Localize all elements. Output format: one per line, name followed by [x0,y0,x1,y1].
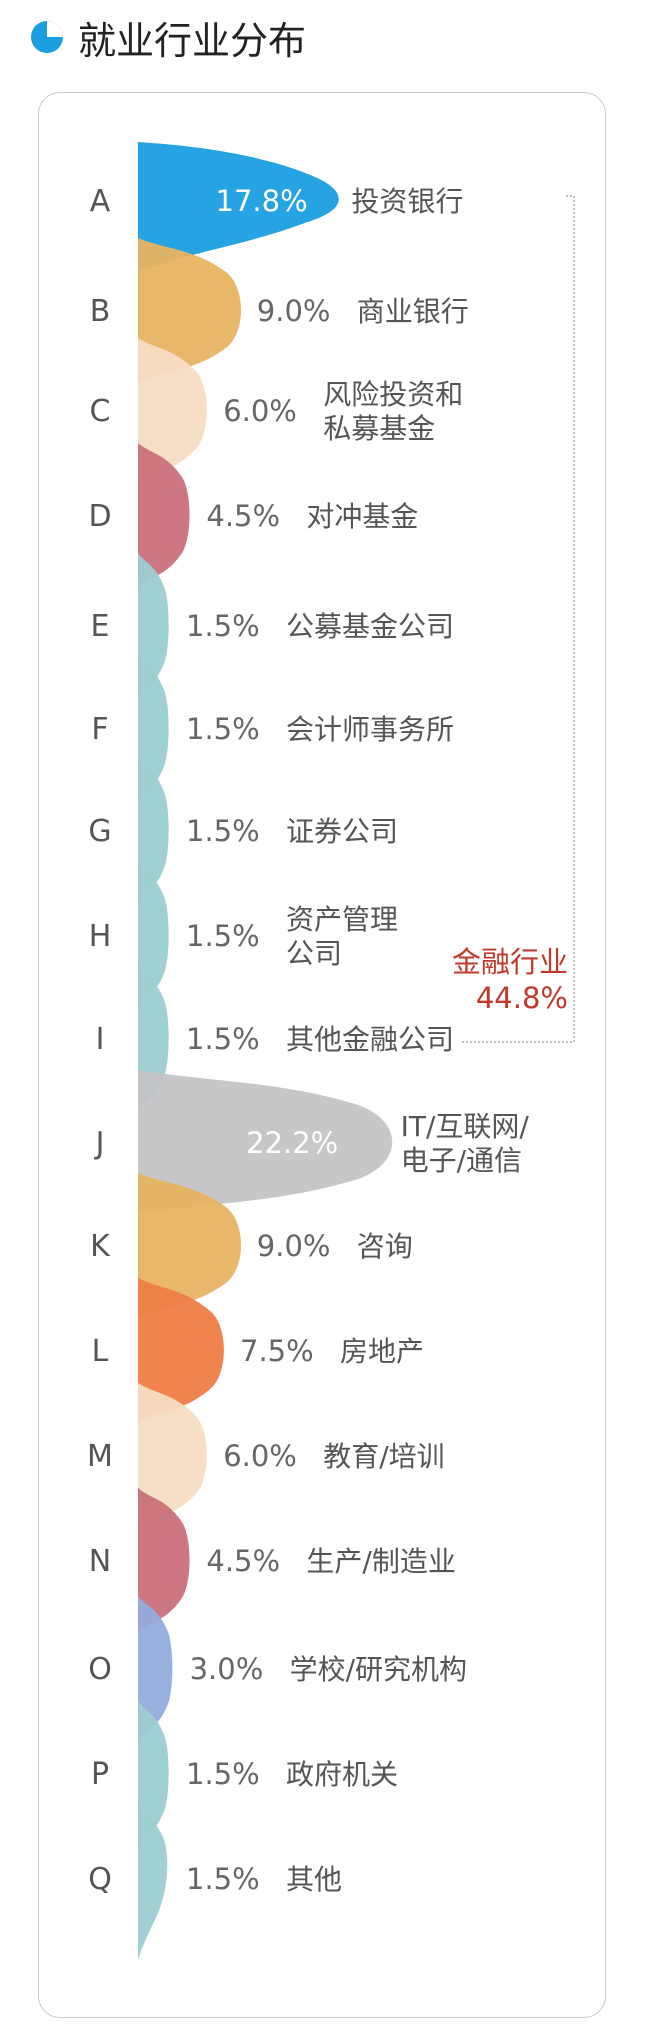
bump-q [138,1806,168,1961]
category-name-k: 咨询 [357,1230,413,1263]
category-name-g: 证券公司 [286,815,398,848]
value-label-f: 1.5% [186,712,260,746]
bump-d [138,443,190,587]
category-name-i: 其他金融公司 [286,1023,454,1056]
row-letter-i: I [96,1022,105,1057]
value-label-l: 7.5% [240,1334,314,1368]
row-letter-e: E [91,609,110,644]
category-name-h: 资产管理 [286,903,398,936]
category-name-j: IT/互联网/ [401,1110,530,1143]
bump-k [138,1173,242,1317]
value-label-m: 6.0% [223,1439,297,1473]
row-letter-g: G [88,814,111,849]
bump-b [138,238,242,382]
row-letter-c: C [90,394,111,429]
bump-m [138,1383,207,1527]
value-label-h: 1.5% [186,919,260,953]
chart-panel [38,92,606,2018]
value-label-a: 17.8% [216,184,308,218]
row-letter-j: J [94,1126,105,1161]
value-label-j: 22.2% [246,1126,338,1160]
group-label: 金融行业 [452,945,568,979]
row-letter-b: B [90,294,111,329]
bump-n [138,1488,190,1632]
value-label-p: 1.5% [186,1757,260,1791]
row-letter-a: A [90,184,111,219]
row-letter-h: H [89,919,112,954]
row-letter-l: L [92,1334,109,1369]
category-name-d: 对冲基金 [306,500,418,533]
value-label-e: 1.5% [186,609,260,643]
pie-chart-icon [31,21,63,53]
bump-h [138,863,169,1007]
bump-a [138,142,339,272]
row-letter-n: N [89,1544,111,1579]
category-name-a: 投资银行 [351,185,463,218]
bump-c [138,338,207,482]
row-letter-d: D [88,499,111,534]
category-name-b: 商业银行 [357,295,469,328]
value-label-o: 3.0% [190,1652,264,1686]
value-label-i: 1.5% [186,1022,260,1056]
row-letter-o: O [88,1652,112,1687]
bump-e [138,553,169,697]
category-name-e: 公募基金公司 [286,610,454,643]
category-name-c: 风险投资和 [323,378,463,411]
category-name-n: 生产/制造业 [306,1545,455,1578]
value-label-q: 1.5% [186,1862,260,1896]
header: 就业行业分布 [30,12,307,63]
bump-g [138,758,169,902]
group-value: 44.8% [476,981,568,1015]
bumps-layer [138,142,393,1961]
category-name-m: 教育/培训 [323,1440,444,1473]
value-label-c: 6.0% [223,394,297,428]
row-letter-k: K [90,1229,111,1264]
category-name-f: 会计师事务所 [286,713,454,746]
value-label-k: 9.0% [257,1229,331,1263]
bump-j [138,1070,393,1214]
category-name-q: 其他 [286,1863,342,1896]
value-label-g: 1.5% [186,814,260,848]
page-title: 就业行业分布 [78,18,307,63]
finance-bracket [460,195,575,1043]
bump-f [138,656,169,800]
bump-o [138,1596,173,1740]
bump-p [138,1701,169,1845]
row-letter-p: P [91,1757,109,1792]
row-letter-m: M [87,1439,113,1474]
category-name-h: 公司 [286,937,342,970]
category-name-c: 私募基金 [323,412,435,445]
category-name-j: 电子/通信 [401,1144,522,1177]
bump-l [138,1278,224,1422]
value-label-d: 4.5% [206,499,280,533]
value-label-b: 9.0% [257,294,331,328]
category-name-l: 房地产 [340,1335,424,1368]
category-name-o: 学校/研究机构 [290,1653,467,1686]
row-letter-q: Q [88,1862,112,1897]
value-label-n: 4.5% [206,1544,280,1578]
row-letter-f: F [91,712,108,747]
category-name-p: 政府机关 [286,1758,398,1791]
